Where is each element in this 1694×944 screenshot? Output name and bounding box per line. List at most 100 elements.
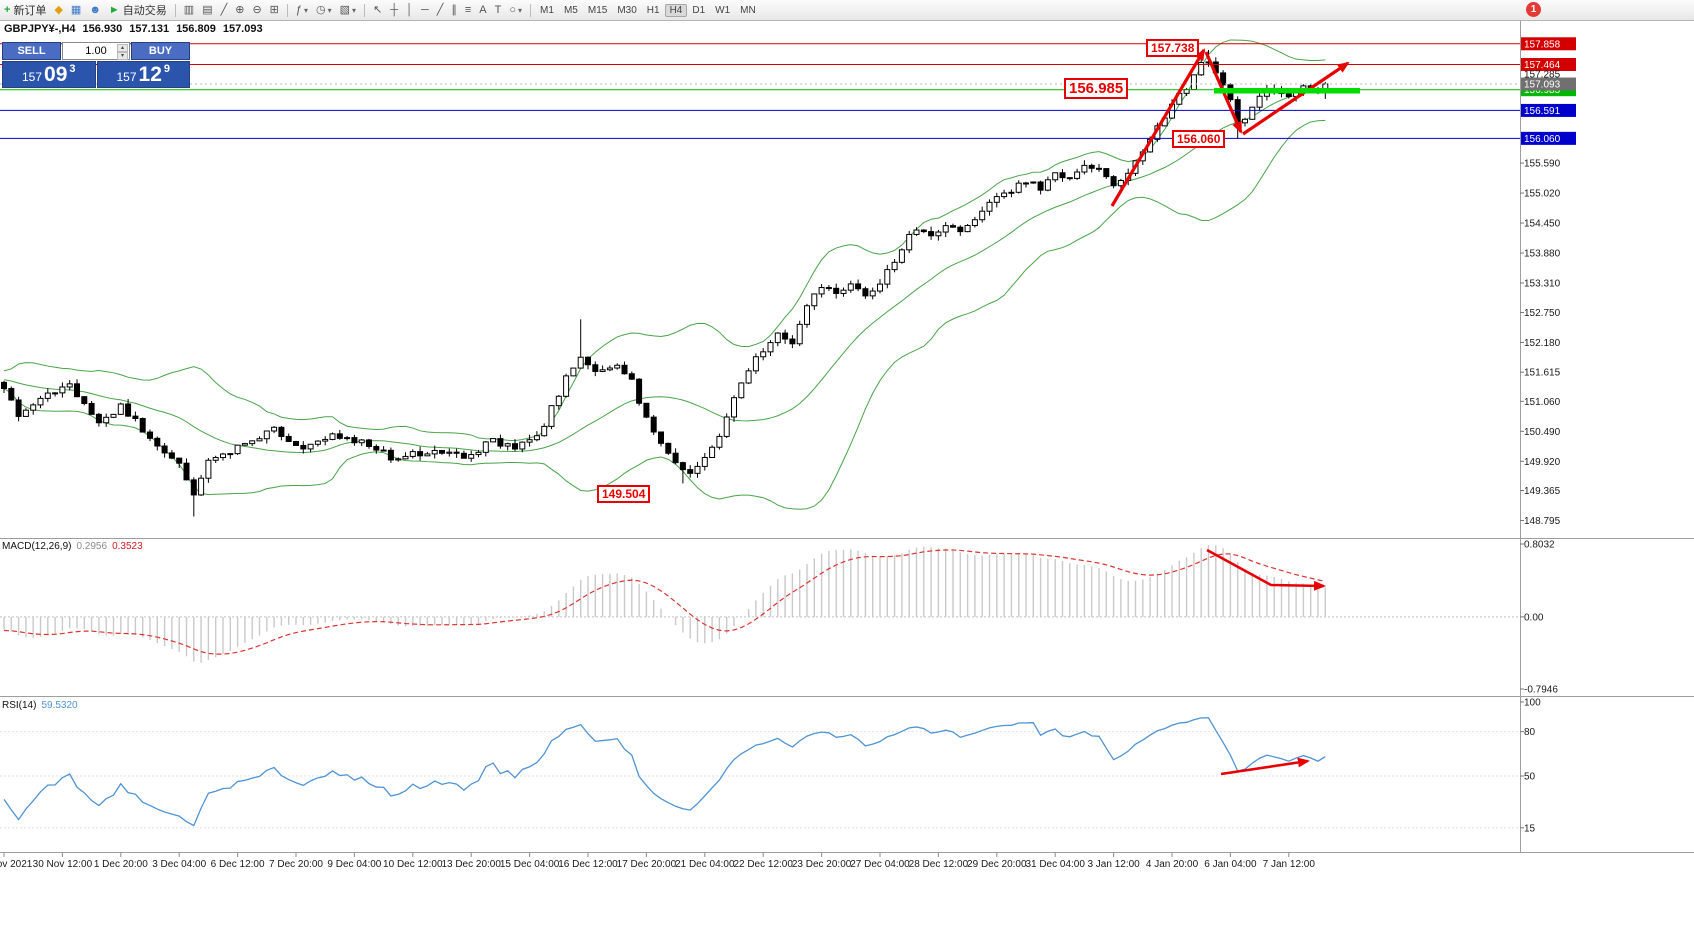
shapes-icon: ○ <box>509 3 517 16</box>
buy-price-fraction: 9 <box>163 63 170 75</box>
time-axis-label: 16 Dec 12:00 <box>558 859 618 870</box>
fibonacci-retracement-icon: ≡ <box>464 3 472 16</box>
indicators-button[interactable]: ƒ ▾ <box>292 1 312 19</box>
rsi-panel[interactable] <box>0 717 1520 829</box>
macd-trend-arrow[interactable] <box>1206 548 1326 591</box>
macd-panel[interactable] <box>0 545 1520 663</box>
tile-windows-button[interactable]: ⊞ <box>266 1 283 19</box>
tile-windows-icon: ⊞ <box>269 3 279 16</box>
horizontal-line-icon: ─ <box>420 3 429 16</box>
trend-arrow[interactable] <box>1110 48 1206 207</box>
price-line-tag-label: 157.464 <box>1524 60 1561 71</box>
cursor-button[interactable]: ↖ <box>369 1 386 19</box>
macd-axis-label: 0.8032 <box>1524 540 1555 551</box>
period-presets-icon: ◷ <box>316 3 326 16</box>
price-annotation-box[interactable]: 156.985 <box>1064 78 1129 99</box>
text-label-button[interactable]: T <box>491 1 506 19</box>
equidistant-channel-button[interactable]: ∥ <box>447 1 461 19</box>
chart-profiles-button[interactable]: ▦ <box>67 1 85 19</box>
notification-badge[interactable]: 1 <box>1526 2 1541 17</box>
price-axis-label: 150.490 <box>1524 427 1561 438</box>
sell-button[interactable]: SELL <box>2 42 61 60</box>
fibonacci-retracement-button[interactable]: ≡ <box>461 1 475 19</box>
period-presets-button[interactable]: ◷ ▾ <box>312 1 336 19</box>
volume-increase-button[interactable]: ▴ <box>117 44 128 52</box>
price-axis-label: 155.590 <box>1524 159 1561 170</box>
auto-trading-button[interactable]: ► 自动交易 <box>105 1 171 19</box>
support-level-bar[interactable] <box>1214 88 1360 94</box>
horizontal-line-button[interactable]: ─ <box>417 1 433 19</box>
crosshair-icon: ┼ <box>390 3 399 16</box>
timeframe-mn-button[interactable]: MN <box>740 4 756 16</box>
crosshair-button[interactable]: ┼ <box>386 1 402 19</box>
time-axis-label: 21 Dec 04:00 <box>675 859 735 870</box>
buy-button[interactable]: BUY <box>131 42 190 60</box>
community-button[interactable]: ☻ <box>85 1 105 19</box>
buy-price-button[interactable]: 157 12 9 <box>96 61 190 88</box>
community-icon: ☻ <box>89 3 101 16</box>
time-axis-label: 29 Dec 20:00 <box>967 859 1027 870</box>
time-axis-label: 13 Dec 20:00 <box>441 859 501 870</box>
price-line-tag-label: 156.591 <box>1524 106 1561 117</box>
market-button[interactable]: ◆ <box>50 1 66 19</box>
rsi-axis-label: 50 <box>1524 772 1536 783</box>
time-axis-label: 31 Dec 04:00 <box>1025 859 1085 870</box>
candlestick-chart-button[interactable]: ▤ <box>198 1 216 19</box>
timeframe-m15-button[interactable]: M15 <box>587 4 608 16</box>
new-order-button[interactable]: + 新订单 <box>0 1 50 19</box>
sell-price-pips: 09 <box>44 63 68 86</box>
timeframe-m5-button[interactable]: M5 <box>563 4 578 16</box>
zoom-in-button[interactable]: ⊕ <box>231 1 248 19</box>
price-axis-label: 153.310 <box>1524 279 1561 290</box>
buy-price-pips: 12 <box>138 63 162 86</box>
timeframe-w1-button[interactable]: W1 <box>715 4 731 16</box>
auto-trading-label: 自动交易 <box>122 5 167 17</box>
price-axis-label: 152.750 <box>1524 308 1561 319</box>
time-axis-label: 7 Dec 20:00 <box>269 859 323 870</box>
rsi-trend-arrow[interactable] <box>1220 757 1310 776</box>
trend-arrow[interactable] <box>1242 61 1350 136</box>
timeframe-d1-button[interactable]: D1 <box>692 4 706 16</box>
buy-price-main: 157 <box>116 70 137 84</box>
price-annotation-box[interactable]: 157.738 <box>1146 39 1200 57</box>
macd-main-value: 0.2956 <box>76 541 108 552</box>
line-chart-button[interactable]: ╱ <box>217 1 232 19</box>
macd-name: MACD(12,26,9) <box>2 541 72 552</box>
rsi-axis-label: 15 <box>1524 823 1536 834</box>
price-axis[interactable]: 157.858 157.464 156.985 156.591 156.060 157.2… <box>1520 37 1576 834</box>
time-axis-label: 15 Dec 04:00 <box>500 859 560 870</box>
volume-input[interactable] <box>71 44 121 58</box>
time-axis-label: 22 Dec 12:00 <box>733 859 793 870</box>
time-axis-label: 25 Nov 2021 <box>0 859 33 870</box>
sell-price-button[interactable]: 157 09 3 <box>2 61 96 88</box>
rsi-axis-label: 80 <box>1524 727 1536 738</box>
price-annotation-box[interactable]: 149.504 <box>597 485 651 503</box>
price-axis-label: 153.880 <box>1524 249 1561 260</box>
chart-drawings[interactable] <box>1110 48 1360 776</box>
price-annotation-box[interactable]: 156.060 <box>1172 130 1226 148</box>
vertical-line-icon: │ <box>406 3 413 16</box>
templates-icon: ▧ <box>339 3 351 16</box>
text-button[interactable]: A <box>475 1 490 19</box>
trendline-button[interactable]: ╱ <box>433 1 448 19</box>
timeframe-m30-button[interactable]: M30 <box>617 4 637 16</box>
horizontal-price-lines[interactable] <box>0 43 1520 139</box>
equidistant-channel-icon: ∥ <box>451 3 457 16</box>
chevron-down-icon: ▾ <box>352 5 357 15</box>
text-icon: A <box>479 3 487 16</box>
bar-chart-button[interactable]: ▥ <box>180 1 198 19</box>
price-axis-label: 151.060 <box>1524 397 1561 408</box>
vertical-line-button[interactable]: │ <box>402 1 417 19</box>
zoom-out-button[interactable]: ⊖ <box>248 1 265 19</box>
timeframe-m1-button[interactable]: M1 <box>540 4 554 16</box>
templates-button[interactable]: ▧ ▾ <box>336 1 360 19</box>
candlestick-chart-icon: ▤ <box>202 3 213 16</box>
timeframe-h4-button[interactable]: H4 <box>664 3 688 17</box>
timeframe-h1-button[interactable]: H1 <box>646 4 660 16</box>
volume-decrease-button[interactable]: ▾ <box>117 52 128 60</box>
price-line-tag-label: 156.985 <box>1524 85 1561 96</box>
shapes-button[interactable]: ○ ▾ <box>505 1 526 19</box>
